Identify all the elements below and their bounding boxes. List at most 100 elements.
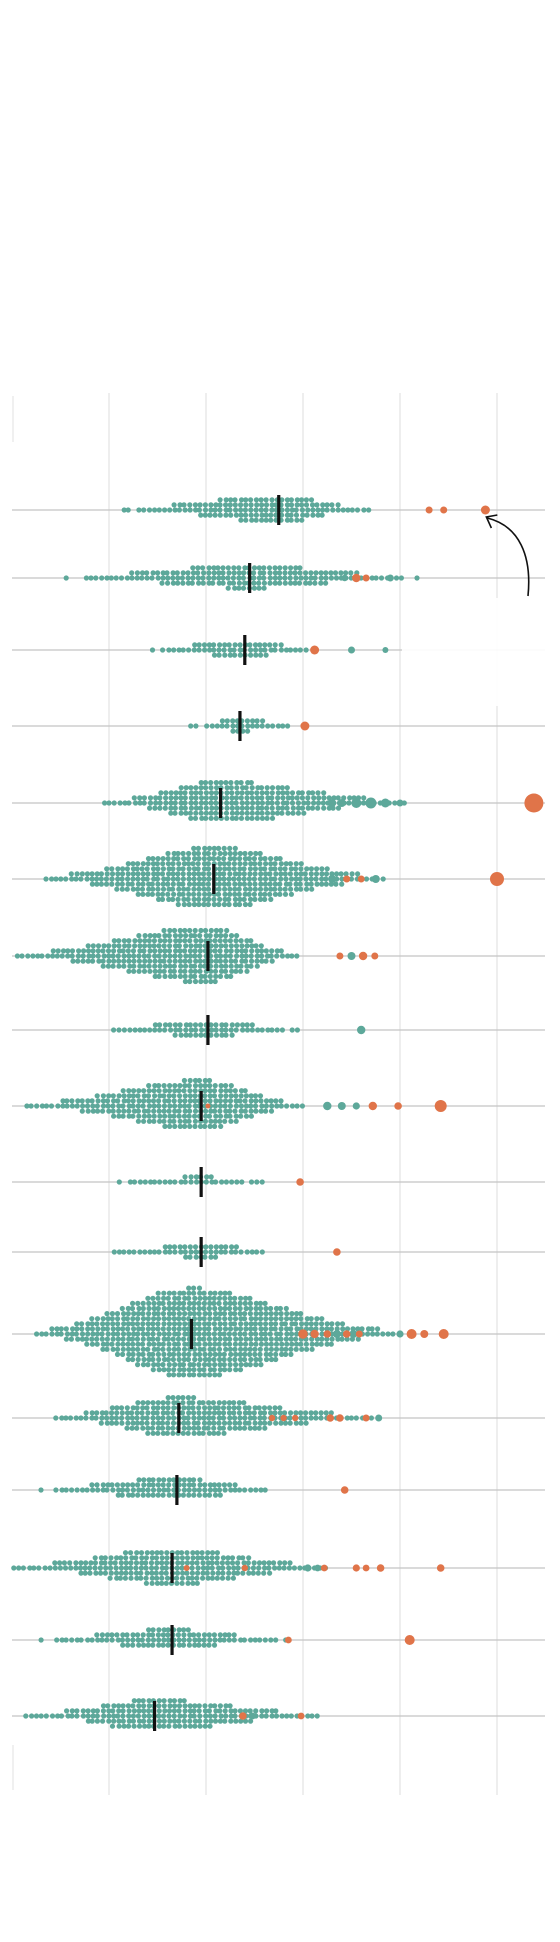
data-point <box>228 973 234 980</box>
data-point <box>164 1575 171 1581</box>
data-point <box>136 933 142 939</box>
data-point <box>195 1555 201 1561</box>
data-point <box>162 963 168 969</box>
data-point <box>146 938 152 944</box>
data-point <box>254 1179 260 1185</box>
data-point <box>82 1570 88 1576</box>
data-point <box>227 845 233 852</box>
data-point <box>223 497 229 503</box>
data-point <box>287 1420 293 1426</box>
data-point <box>171 850 177 857</box>
data-point <box>203 805 209 811</box>
data-point <box>194 1179 200 1185</box>
data-point <box>236 901 243 908</box>
data-point <box>249 810 255 816</box>
data-point <box>187 1362 193 1368</box>
data-point <box>186 1410 192 1416</box>
data-point <box>190 1580 196 1586</box>
data-point <box>259 1708 265 1714</box>
data-point <box>200 881 206 887</box>
data-point <box>226 1570 232 1576</box>
data-point <box>84 1487 90 1493</box>
data-point <box>288 1326 294 1332</box>
data-point <box>198 810 204 816</box>
data-point <box>233 1718 239 1724</box>
data-point <box>63 1415 69 1421</box>
data-point <box>38 1713 44 1719</box>
data-point <box>144 575 150 581</box>
data-point <box>259 795 265 801</box>
data-point <box>354 507 361 513</box>
data-point <box>81 948 87 954</box>
data-point <box>119 881 125 887</box>
data-point <box>130 1321 136 1327</box>
data-point <box>109 1341 115 1347</box>
data-point <box>110 1103 116 1109</box>
data-point <box>206 896 212 903</box>
data-point <box>115 1492 121 1498</box>
data-point <box>75 1098 81 1104</box>
data-point <box>136 1718 143 1724</box>
data-point <box>227 1346 233 1352</box>
data-point <box>191 845 197 852</box>
data-point <box>242 891 248 897</box>
data-point <box>53 876 59 882</box>
data-point <box>232 1295 238 1301</box>
data-point <box>323 580 329 586</box>
data-point <box>171 1708 177 1714</box>
data-point <box>222 1326 229 1332</box>
data-point <box>250 800 256 806</box>
data-point <box>142 1027 148 1033</box>
data-point <box>252 1326 258 1332</box>
data-point <box>276 1565 282 1571</box>
data-point <box>274 1331 280 1337</box>
data-point <box>222 1103 228 1109</box>
data-point <box>146 881 152 887</box>
data-point <box>192 953 198 959</box>
data-point <box>195 570 201 576</box>
highlight-point <box>440 506 448 514</box>
data-point <box>333 575 340 581</box>
data-point <box>233 1098 239 1104</box>
data-point <box>65 1713 71 1719</box>
data-point <box>116 1708 122 1714</box>
data-point <box>180 1400 186 1406</box>
data-point <box>273 1341 280 1347</box>
data-point <box>224 790 230 796</box>
data-point <box>232 585 238 591</box>
data-point <box>246 1555 252 1561</box>
data-point <box>85 1708 91 1714</box>
data-point <box>157 800 163 806</box>
data-point <box>182 1249 188 1255</box>
data-point <box>146 1305 152 1312</box>
data-point <box>294 517 300 523</box>
data-point <box>298 575 304 581</box>
data-point <box>104 1420 110 1426</box>
data-point <box>239 790 245 796</box>
data-point <box>254 795 260 801</box>
data-point <box>181 1290 187 1296</box>
data-point <box>237 896 243 903</box>
data-point <box>235 1565 241 1571</box>
data-point <box>161 1321 167 1327</box>
data-point <box>211 1420 217 1426</box>
data-point <box>145 1316 151 1322</box>
data-point <box>277 1331 284 1337</box>
data-point <box>184 1570 190 1576</box>
data-point <box>177 1103 183 1109</box>
data-point <box>242 1300 248 1306</box>
data-point <box>269 815 276 821</box>
data-point <box>192 642 198 648</box>
data-point <box>259 815 265 821</box>
data-point <box>288 886 294 892</box>
data-point <box>182 1321 188 1327</box>
data-point <box>175 1341 181 1347</box>
data-point <box>141 953 147 959</box>
data-point <box>180 647 186 653</box>
data-point <box>186 1118 192 1124</box>
data-point <box>159 1420 166 1426</box>
data-point <box>273 1351 279 1357</box>
data-point <box>222 891 228 897</box>
data-point <box>203 1179 209 1185</box>
